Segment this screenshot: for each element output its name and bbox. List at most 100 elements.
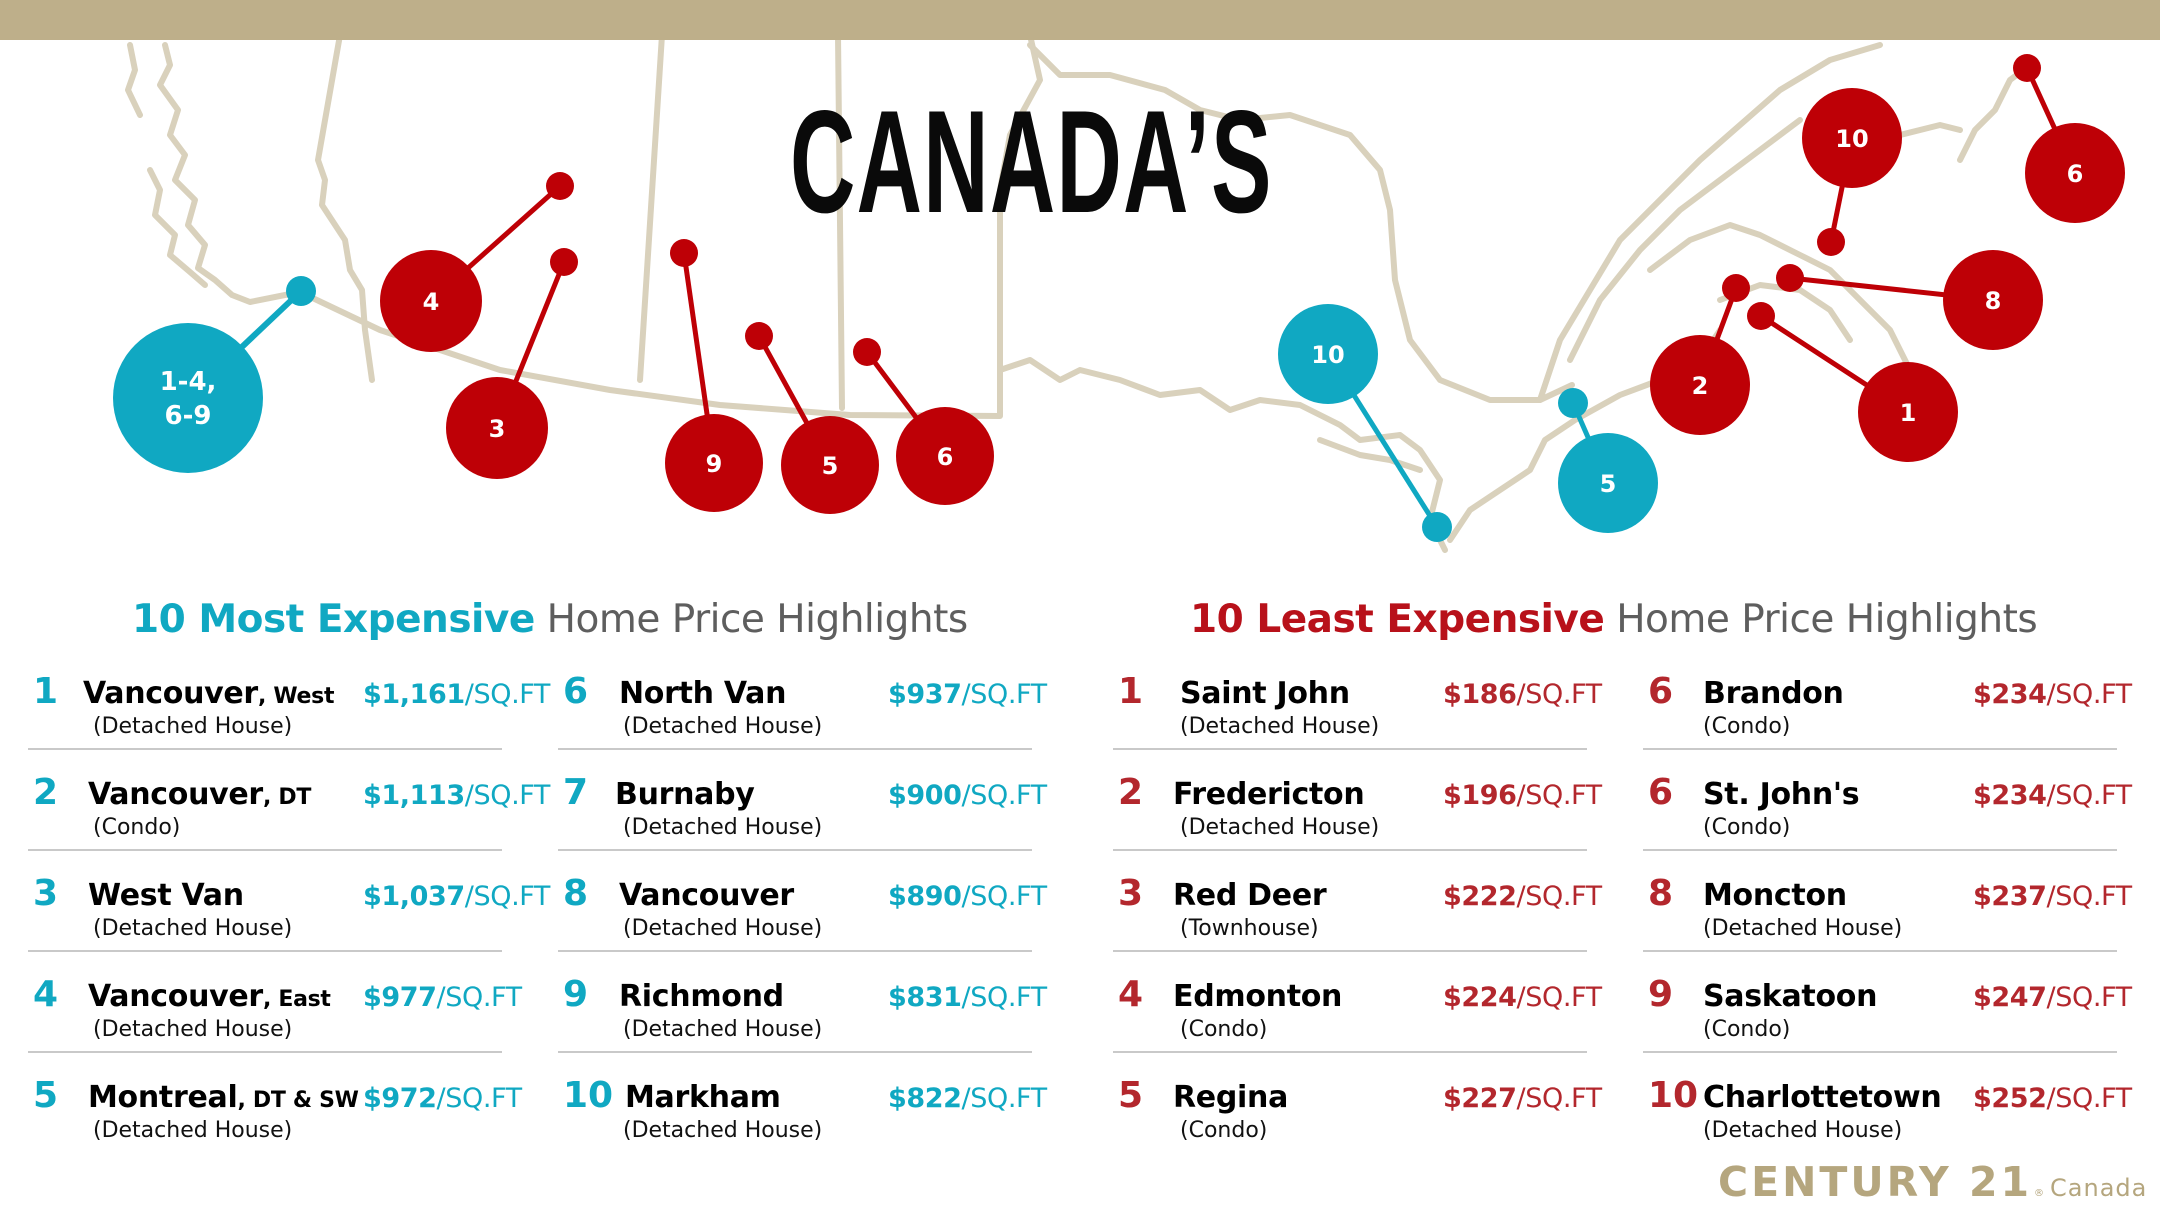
city-name: Montreal, DT & SW: [88, 1080, 359, 1115]
city-name: Brandon: [1703, 676, 1844, 711]
most-expensive-heading-rest: Home Price Highlights: [534, 597, 969, 642]
list-item: 6 North Van (Detached House) $937/SQ.FT: [558, 660, 1047, 761]
pin-least-6-st-johns: 6: [2013, 54, 2125, 223]
pin-most-1-4-6-9: 1-4, 6-9: [113, 276, 316, 473]
city-name: Burnaby: [615, 777, 755, 812]
rank-number: 10: [1648, 1075, 1699, 1116]
property-type: (Detached House): [1703, 1118, 1903, 1143]
least-expensive-heading-accent: 10 Least Expensive: [1190, 597, 1605, 642]
least-expensive-heading: 10 Least Expensive Home Price Highlights: [1190, 596, 2038, 644]
list-item: 3 Red Deer (Townhouse) $222/SQ.FT: [1113, 862, 1602, 963]
property-type: (Detached House): [623, 815, 823, 840]
rank-number: 4: [33, 974, 59, 1015]
svg-text:5: 5: [822, 452, 839, 480]
price-per-sqft: $937/SQ.FT: [888, 679, 1047, 710]
rank-number: 6: [563, 671, 589, 712]
list-item: 5 Regina (Condo) $227/SQ.FT: [1118, 1064, 1602, 1165]
rank-number: 8: [563, 873, 589, 914]
svg-text:6: 6: [937, 443, 954, 471]
pin-least-9: 9: [665, 239, 763, 512]
property-type: (Detached House): [93, 714, 293, 739]
rank-number: 2: [1118, 772, 1144, 813]
rank-number: 1: [33, 671, 59, 712]
top-brand-bar: [0, 0, 2160, 40]
city-name: Vancouver, East: [88, 979, 331, 1014]
property-type: (Condo): [1703, 714, 1791, 739]
property-type: (Detached House): [93, 916, 293, 941]
city-name: West Van: [88, 878, 244, 913]
svg-text:3: 3: [489, 415, 506, 443]
rank-number: 7: [563, 772, 589, 813]
city-name: Regina: [1173, 1080, 1289, 1115]
city-name: Red Deer: [1173, 878, 1327, 913]
list-item: 10 Markham (Detached House) $822/SQ.FT: [563, 1064, 1047, 1165]
list-item: 2 Vancouver, DT (Condo) $1,113/SQ.FT: [28, 761, 550, 862]
property-type: (Detached House): [623, 916, 823, 941]
city-name: Vancouver, West: [83, 676, 335, 711]
city-name: Saskatoon: [1703, 979, 1878, 1014]
city-name: Edmonton: [1173, 979, 1343, 1014]
pin-least-2: 2: [1650, 274, 1750, 435]
list-item: 6 Brandon (Condo) $234/SQ.FT: [1643, 660, 2132, 761]
city-name: Vancouver, DT: [88, 777, 312, 812]
map-pins: 1-4, 6-9 4 3 9 5: [113, 54, 2125, 542]
price-per-sqft: $227/SQ.FT: [1443, 1083, 1602, 1114]
divider: [558, 1051, 1032, 1053]
divider: [28, 849, 502, 851]
price-per-sqft: $977/SQ.FT: [363, 982, 522, 1013]
property-type: (Detached House): [623, 714, 823, 739]
property-type: (Condo): [93, 815, 181, 840]
city-name: Richmond: [619, 979, 784, 1014]
property-type: (Townhouse): [1180, 916, 1319, 941]
least-expensive-list-col-1: 1 Saint John (Detached House) $186/SQ.FT…: [1113, 660, 1602, 1165]
svg-text:8: 8: [1985, 287, 2002, 315]
divider: [558, 748, 1032, 750]
price-per-sqft: $186/SQ.FT: [1443, 679, 1602, 710]
divider: [1643, 950, 2117, 952]
list-item: 5 Montreal, DT & SW (Detached House) $97…: [33, 1064, 522, 1165]
property-type: (Condo): [1703, 1017, 1791, 1042]
divider: [1113, 1051, 1587, 1053]
price-per-sqft: $234/SQ.FT: [1973, 780, 2132, 811]
city-name: North Van: [619, 676, 787, 711]
property-type: (Detached House): [93, 1017, 293, 1042]
property-type: (Detached House): [1180, 815, 1380, 840]
property-type: (Detached House): [1180, 714, 1380, 739]
divider: [1643, 748, 2117, 750]
rank-number: 1: [1118, 671, 1144, 712]
pin-least-3: 3: [446, 248, 578, 479]
svg-text:2: 2: [1692, 372, 1709, 400]
rank-number: 8: [1648, 873, 1674, 914]
divider: [558, 849, 1032, 851]
divider: [1643, 1051, 2117, 1053]
map-outlines: [125, 40, 2033, 553]
city-name: Markham: [625, 1080, 781, 1115]
rank-number: 9: [1648, 974, 1674, 1015]
rank-number: 2: [33, 772, 59, 813]
most-expensive-list-col-2: 6 North Van (Detached House) $937/SQ.FT …: [558, 660, 1047, 1165]
least-expensive-heading-rest: Home Price Highlights: [1604, 597, 2038, 642]
pin-most-5: 5: [1558, 388, 1658, 533]
price-per-sqft: $1,113/SQ.FT: [363, 780, 551, 811]
city-name: Fredericton: [1173, 777, 1365, 812]
price-per-sqft: $252/SQ.FT: [1973, 1083, 2132, 1114]
page-title: CANADA’S: [790, 89, 1271, 235]
city-name: Moncton: [1703, 878, 1847, 913]
most-expensive-heading: 10 Most Expensive Home Price Highlights: [132, 596, 968, 644]
price-per-sqft: $972/SQ.FT: [363, 1083, 522, 1114]
price-per-sqft: $822/SQ.FT: [888, 1083, 1047, 1114]
list-item: 9 Saskatoon (Condo) $247/SQ.FT: [1643, 963, 2132, 1064]
century21-logo: CENTURY 21 ® Canada: [1718, 1158, 2147, 1206]
divider: [558, 950, 1032, 952]
divider: [28, 950, 502, 952]
pin-label: 6-9: [165, 401, 212, 431]
pin-label: 1-4,: [160, 367, 217, 397]
property-type: (Detached House): [623, 1017, 823, 1042]
list-item: 1 Vancouver, West (Detached House) $1,16…: [28, 660, 550, 761]
list-item: 3 West Van (Detached House) $1,037/SQ.FT: [28, 862, 550, 963]
divider: [28, 1051, 502, 1053]
price-per-sqft: $247/SQ.FT: [1973, 982, 2132, 1013]
price-per-sqft: $831/SQ.FT: [888, 982, 1047, 1013]
svg-text:6: 6: [2067, 160, 2084, 188]
list-item: 1 Saint John (Detached House) $186/SQ.FT: [1113, 660, 1602, 761]
